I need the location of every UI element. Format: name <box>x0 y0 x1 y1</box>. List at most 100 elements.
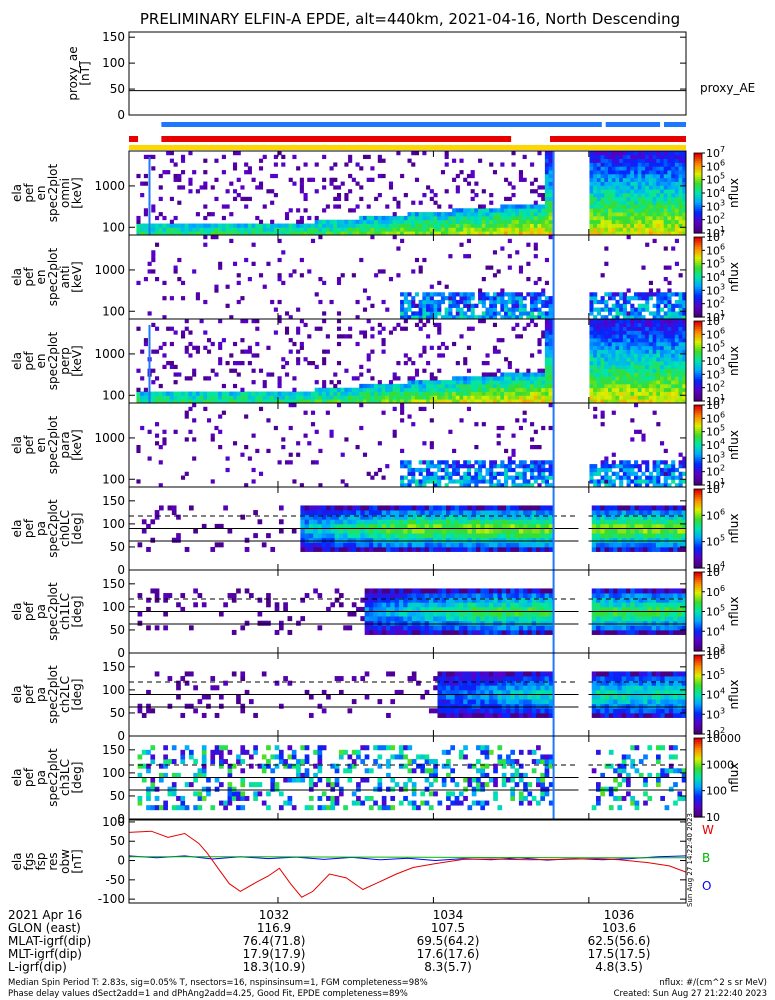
pa-cell <box>596 542 601 548</box>
spectrogram-cell <box>344 387 349 392</box>
spectrogram-cell <box>678 353 683 358</box>
spectrogram-cell <box>615 231 620 236</box>
spectrogram-cell <box>678 193 683 198</box>
pa-cell <box>480 523 486 529</box>
pa-cell <box>381 537 387 543</box>
spectrogram-cell <box>678 292 683 297</box>
pa-cell <box>351 537 357 543</box>
spectrogram-cell <box>526 322 531 328</box>
spectrogram-cell <box>411 151 416 156</box>
spectrogram-cell <box>641 380 646 385</box>
spectrogram-cell <box>548 185 553 190</box>
pa-cell <box>480 546 486 552</box>
spectrogram-cell <box>307 441 312 446</box>
spectrogram-cell <box>589 166 594 171</box>
spectrogram-cell <box>377 383 382 389</box>
spectrogram-cell <box>667 361 672 366</box>
pa-cell <box>313 528 318 534</box>
spectrogram-cell <box>266 372 271 377</box>
spectrogram-cell <box>426 334 431 339</box>
spectrogram-cell <box>674 303 679 308</box>
pa-cell <box>304 514 310 520</box>
spectrogram-cell <box>244 162 249 167</box>
spectrogram-cell <box>678 231 683 236</box>
spectrogram-cell <box>154 399 160 404</box>
spectrogram-cell <box>541 372 546 377</box>
pa-cell <box>531 523 537 529</box>
spectrogram-cell <box>656 231 661 236</box>
colorbar-tick-label: 106 <box>706 410 725 425</box>
spectrogram-cell <box>273 154 278 160</box>
spectrogram-cell <box>303 208 308 213</box>
spectrogram-cell <box>656 395 661 400</box>
spectrogram-cell <box>403 296 408 301</box>
pa-cell <box>416 523 421 529</box>
spectrogram-cell <box>589 357 594 362</box>
spectrogram-cell <box>173 227 178 232</box>
spectrogram-cell <box>437 204 442 209</box>
spectrogram-cell <box>154 391 160 396</box>
spectrogram-cell <box>225 227 230 232</box>
pa-cell <box>463 533 468 539</box>
spectrogram-cell <box>251 231 256 236</box>
spectrogram-cell <box>518 215 524 221</box>
spectrogram-cell <box>634 177 639 182</box>
spectrogram-cell <box>518 383 524 389</box>
spectrogram-cell <box>641 173 646 179</box>
spectrogram-cell <box>626 395 631 400</box>
spectrogram-cell <box>188 376 193 381</box>
spectrogram-cell <box>615 307 620 312</box>
spectrogram-cell <box>507 475 512 480</box>
spectrogram-cell <box>589 319 594 324</box>
spectrogram-cell <box>596 219 601 224</box>
spectrogram-cell <box>504 395 509 400</box>
spectrogram-cell <box>544 338 550 343</box>
pa-cell <box>656 537 661 543</box>
spectrogram-cell <box>474 475 479 480</box>
colorbar-segment <box>694 271 702 274</box>
spectrogram-cell <box>600 273 605 278</box>
spectrogram-cell <box>648 223 653 228</box>
spectrogram-cell <box>429 196 434 202</box>
spectrogram-cell <box>180 185 186 190</box>
spectrogram-cell <box>466 315 472 320</box>
spectrogram-cell <box>414 483 420 488</box>
spectrogram-cell <box>600 345 605 350</box>
spectrogram-cell <box>604 193 609 198</box>
spectrogram-cell <box>656 223 661 228</box>
spectrogram-cell <box>589 181 594 186</box>
spectrogram-cell <box>325 399 330 404</box>
spectrogram-cell <box>544 383 550 389</box>
spectrogram-cell <box>589 193 594 198</box>
spectrogram-cell <box>147 261 152 266</box>
pa-cell <box>360 519 366 525</box>
spectrogram-cell <box>515 231 520 236</box>
y-tick-label: 100 <box>102 56 125 70</box>
spectrogram-cell <box>336 399 342 404</box>
spectrogram-cell <box>674 219 679 224</box>
spectrogram-cell <box>611 204 616 209</box>
spectrogram-cell <box>433 299 438 305</box>
colorbar-segment <box>694 417 702 420</box>
spectrogram-cell <box>199 227 204 232</box>
spectrogram-cell <box>619 334 624 339</box>
spectrogram-cell <box>433 471 438 476</box>
spectrogram-cell <box>596 231 601 236</box>
spectrogram-cell <box>663 303 668 308</box>
spectrogram-cell <box>489 219 494 224</box>
pa-cell <box>527 523 533 529</box>
spectrogram-cell <box>437 215 442 221</box>
spectrogram-cell <box>619 341 624 347</box>
spectrogram-cell <box>403 315 408 320</box>
spectrogram-cell <box>303 322 308 328</box>
spectrogram-cell <box>296 223 301 228</box>
spectrogram-cell <box>619 204 624 209</box>
pa-cell <box>514 519 520 525</box>
colorbar-segment <box>694 381 702 384</box>
spectrogram-cell <box>448 219 453 224</box>
spectrogram-cell <box>314 231 319 236</box>
spectrogram-cell <box>173 399 178 404</box>
spectrogram-cell <box>604 372 609 377</box>
spectrogram-cell <box>652 383 657 389</box>
